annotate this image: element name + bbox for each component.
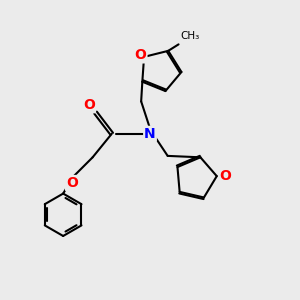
Text: O: O bbox=[135, 48, 146, 62]
Text: N: N bbox=[144, 127, 156, 141]
Text: CH₃: CH₃ bbox=[180, 31, 199, 41]
Text: O: O bbox=[83, 98, 95, 112]
Text: O: O bbox=[220, 169, 232, 183]
Text: O: O bbox=[66, 176, 78, 190]
